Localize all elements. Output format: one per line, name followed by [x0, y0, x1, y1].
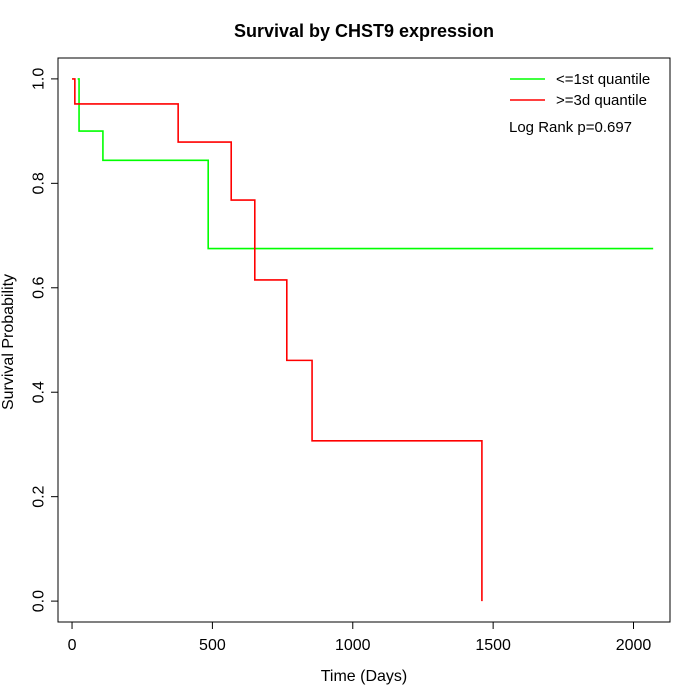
- x-tick-label: 0: [68, 637, 77, 654]
- x-axis: 0 500 1000 1500 2000: [68, 621, 652, 654]
- log-rank-annotation: Log Rank p=0.697: [509, 119, 632, 136]
- x-tick-label: 1500: [475, 637, 511, 654]
- series-layer: [72, 78, 654, 602]
- x-tick-label: 500: [199, 637, 226, 654]
- x-tick-label: 2000: [616, 637, 652, 654]
- legend-label: >=3d quantile: [556, 92, 647, 109]
- chart-title: Survival by CHST9 expression: [234, 21, 494, 41]
- plot-frame: [57, 57, 671, 623]
- series-line-0: [77, 78, 654, 250]
- y-tick-label: 0.4: [31, 381, 48, 403]
- y-tick-label: 1.0: [31, 68, 48, 90]
- y-tick-label: 0.6: [31, 277, 48, 299]
- legend-label: <=1st quantile: [556, 71, 650, 88]
- y-tick-label: 0.0: [31, 590, 48, 612]
- series-line-1: [72, 78, 483, 602]
- y-axis-label: Survival Probability: [0, 274, 17, 410]
- x-axis-label: Time (Days): [321, 668, 408, 685]
- y-axis: 0.0 0.2 0.4 0.6 0.8 1.0: [31, 68, 59, 612]
- legend: <=1st quantile >=3d quantile: [510, 71, 650, 109]
- y-tick-label: 0.2: [31, 485, 48, 507]
- y-tick-label: 0.8: [31, 172, 48, 194]
- x-tick-label: 1000: [335, 637, 371, 654]
